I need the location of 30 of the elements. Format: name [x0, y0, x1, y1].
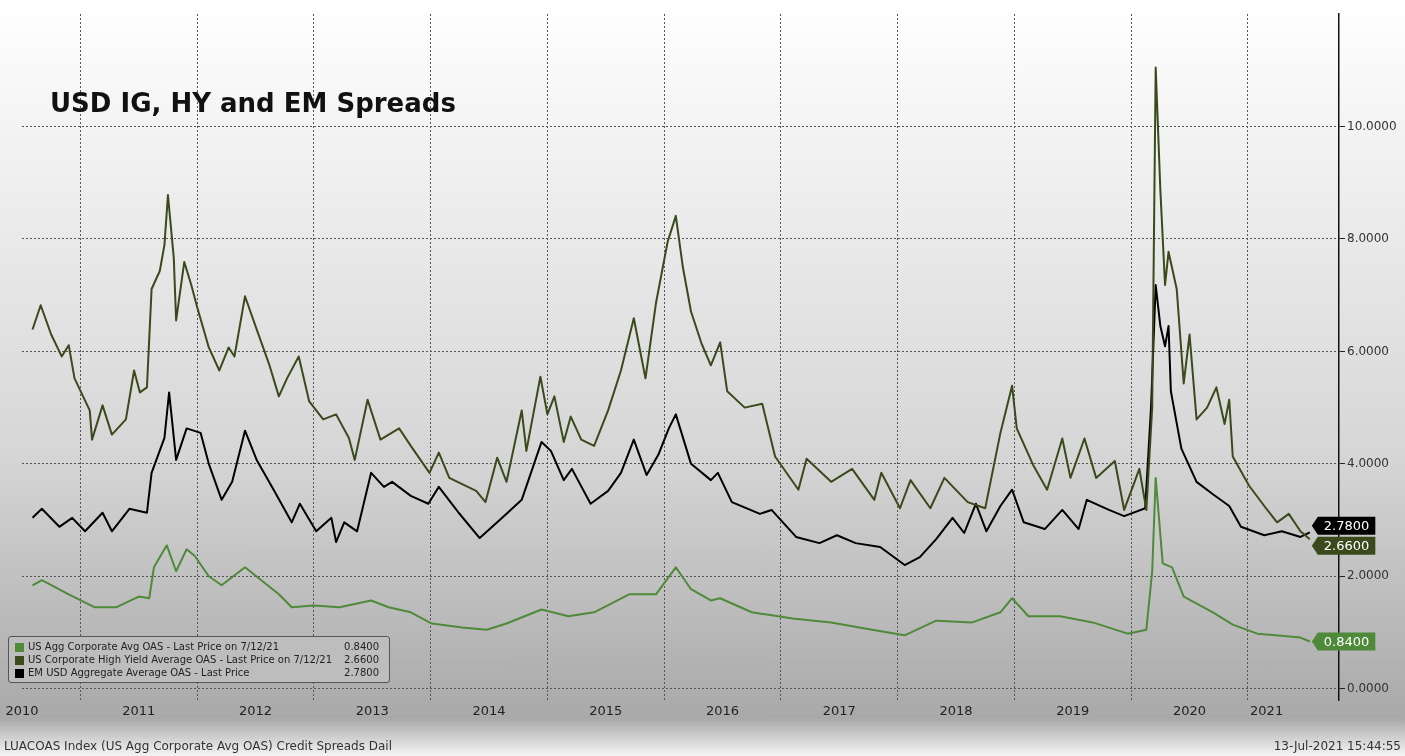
- x-tick-label: 2018: [939, 703, 973, 719]
- text: 0.8400: [344, 641, 380, 652]
- x-tick-label: 2014: [472, 703, 506, 719]
- x-tick-label: 2013: [355, 703, 389, 719]
- x-tick-label: 2012: [238, 703, 273, 719]
- y-tick-label: 8.0000: [1347, 231, 1389, 246]
- data-label: 0.8400: [1323, 633, 1370, 649]
- x-tick-label: 2019: [1056, 703, 1090, 719]
- text: LUACOAS Index (US Agg Corporate Avg OAS) Credit Spreads Dail: [4, 739, 393, 753]
- data-label: 2.7800: [1323, 518, 1370, 534]
- legend-label: EM USD Aggregate Average OAS - Last Price: [28, 666, 251, 679]
- x-tick-label: 2010: [5, 703, 39, 719]
- text: 13-Jul-2021 15:44:55: [1273, 739, 1401, 753]
- x-tick-label: 2016: [705, 703, 740, 719]
- data-label: 2.6600: [1323, 538, 1370, 554]
- x-tick-label: 2020: [1173, 703, 1207, 719]
- legend-label: US Corporate High Yield Average OAS - Last Price on 7/12/21: [28, 653, 334, 666]
- y-tick-label: 0.0000: [1347, 680, 1389, 695]
- x-tick-label: 2017: [822, 703, 856, 719]
- text: USD IG, HY and EM Spreads: [50, 88, 456, 118]
- legend-label: US Agg Corporate Avg OAS - Last Price on 7/12/21: [28, 640, 281, 653]
- y-tick-label: 10.0000: [1347, 118, 1397, 133]
- y-tick-label: 4.0000: [1347, 455, 1389, 470]
- x-tick-label: 2011: [122, 703, 156, 719]
- y-tick-label: 6.0000: [1347, 343, 1389, 358]
- text: 2.6600: [344, 654, 380, 665]
- x-tick-label: 2015: [589, 703, 623, 719]
- y-tick-label: 2.0000: [1347, 568, 1389, 583]
- text: 2.7800: [344, 667, 380, 678]
- x-tick-label: 2021: [1250, 703, 1284, 719]
